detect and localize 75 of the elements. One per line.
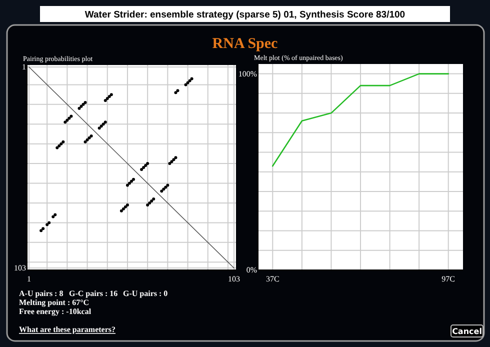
point [104,98,107,102]
point [146,203,150,206]
point [52,215,55,218]
text: What are these parameters? [19,325,116,334]
point [132,178,136,181]
x-tick-label: 103 [228,274,240,284]
point [186,81,190,84]
point [102,122,105,126]
text: A-U pairs : 8 [19,289,64,298]
point [66,118,69,122]
point [168,162,172,166]
text: RNA Spec [212,36,278,52]
point [144,164,148,168]
point [108,95,111,98]
point [160,190,164,193]
point [188,79,192,82]
point [174,156,178,160]
point [68,116,71,120]
point [56,146,59,150]
point [82,102,85,106]
point [128,182,131,185]
point [64,120,67,124]
line-series [272,73,450,167]
point [78,106,81,110]
point [174,91,178,94]
text: G-C pairs : 16 [69,289,118,298]
point [86,138,89,142]
point [126,203,129,206]
text: Melting point : 67°C [19,298,90,307]
point [54,213,57,216]
text: Water Strider: ensemble strategy (sparse 5) 01, Synthesis Score 83/100 [84,10,406,20]
point [142,166,146,169]
point [70,114,73,118]
point [84,140,87,144]
point [122,207,125,210]
point [46,223,49,226]
point [172,158,176,162]
point [106,97,109,100]
point [140,168,144,171]
point [170,160,174,164]
point [166,184,170,187]
point [184,83,188,86]
point [110,93,113,96]
point [148,201,152,204]
point [126,184,129,187]
point [146,162,150,166]
point [80,104,83,108]
point [84,100,87,104]
y-tick-label: 100% [238,69,258,78]
point [130,180,133,183]
text: Free energy : -10kcal [19,307,92,316]
point [100,124,103,128]
point [162,188,166,191]
point [164,186,168,189]
point [150,200,154,203]
y-tick-label: 0% [246,266,258,275]
point [40,229,43,232]
point [190,77,194,80]
point [90,134,93,138]
point [62,140,65,144]
point [58,144,61,148]
point [48,221,51,224]
point [176,89,180,92]
point [88,136,91,140]
x-tick-label: 37C [266,274,280,284]
point [98,126,101,130]
point [104,120,107,124]
text: G-U pairs : 0 [123,289,168,298]
point [42,227,45,230]
point [124,205,127,208]
point [152,198,156,201]
x-tick-label: 97C [442,274,456,284]
text: Cancel [452,327,482,336]
point [120,209,123,212]
point [60,142,63,146]
